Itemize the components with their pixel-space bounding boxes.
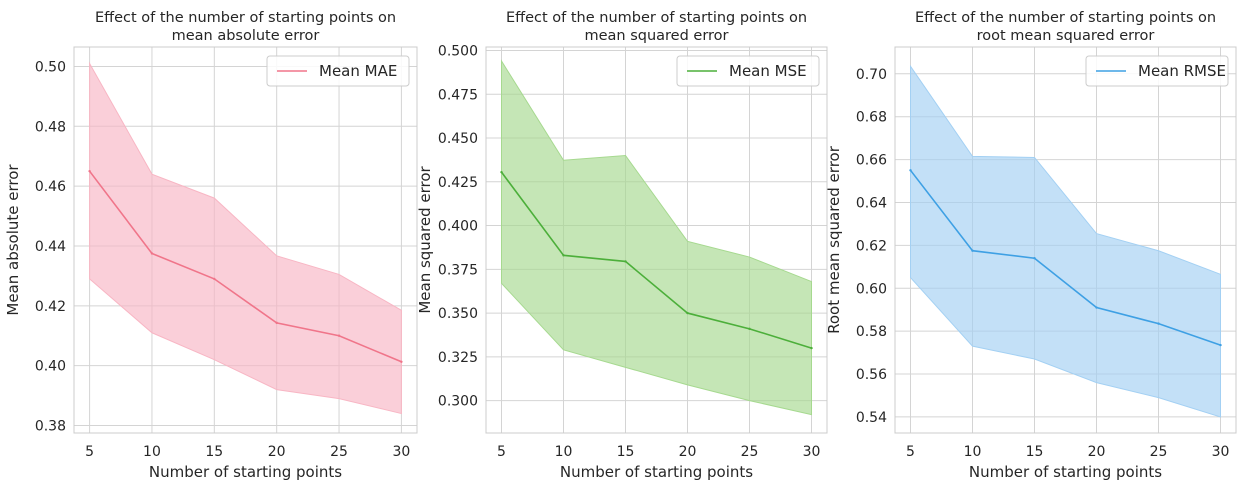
x-axis-label: Number of starting points [149, 463, 342, 481]
data-point [624, 260, 627, 263]
chart-title-line: mean absolute error [172, 28, 320, 44]
confidence-band [501, 59, 812, 416]
x-tick-label: 10 [555, 444, 573, 460]
axes-frame [894, 46, 1237, 434]
y-tick-label: 0.46 [35, 179, 66, 195]
y-tick-label: 0.450 [438, 131, 478, 147]
y-tick-label: 0.48 [35, 119, 66, 135]
y-axis-label: Root mean squared error [825, 145, 843, 334]
data-point [909, 169, 912, 172]
y-tick-label: 0.68 [856, 110, 887, 126]
chart-panel-1: 5 10 15 20 25 30 0.38 0.40 0.42 0.44 0.46 0.48 0.50 M… [4, 10, 418, 481]
legend-box [266, 55, 410, 87]
x-tick-label: 10 [964, 444, 982, 460]
legend-label: Mean RMSE [1138, 62, 1226, 80]
data-point [1095, 306, 1098, 309]
y-tick-label: 0.44 [35, 239, 66, 255]
y-axis-label: Mean absolute error [4, 164, 22, 316]
data-point [1219, 343, 1222, 347]
y-axis-label: Mean squared error [416, 165, 434, 313]
legend-box [676, 55, 820, 87]
y-tick-label: 0.375 [438, 262, 478, 278]
confidence-band [910, 64, 1221, 418]
axes-frame [485, 46, 828, 434]
y-tick-label: 0.475 [438, 87, 478, 103]
x-tick-label: 20 [679, 444, 697, 460]
y-tick-label: 0.50 [35, 59, 66, 75]
y-tick-label: 0.56 [856, 367, 887, 383]
y-tick-label: 0.38 [35, 419, 66, 435]
data-point [1157, 322, 1160, 325]
chart-panel-2: 5 10 15 20 25 30 0.300 0.325 0.350 0.375 0.400 0.42… [416, 10, 828, 481]
data-point [686, 311, 689, 315]
data-point [500, 170, 503, 174]
y-tick-label: 0.62 [856, 238, 887, 254]
chart-title-line: root mean squared error [977, 28, 1155, 44]
x-tick-label: 30 [392, 444, 410, 460]
y-tick-label: 0.66 [856, 153, 887, 169]
chart-title-line: Effect of the number of starting points … [915, 10, 1216, 26]
y-tick-label: 0.60 [856, 281, 887, 297]
legend: Mean MAE [266, 55, 410, 87]
data-point [1033, 257, 1036, 260]
y-tick-label: 0.42 [35, 299, 66, 315]
legend-label: Mean MAE [319, 62, 397, 80]
legend-box [1085, 55, 1229, 87]
data-point [748, 327, 751, 331]
y-tick-label: 0.40 [35, 359, 66, 375]
chart-title-line: Effect of the number of starting points … [506, 10, 807, 26]
data-point [150, 252, 154, 255]
y-tick-label: 0.58 [856, 324, 887, 340]
axes-frame [73, 46, 418, 434]
data-point [810, 346, 813, 350]
x-tick-label: 30 [1212, 444, 1230, 460]
x-tick-label: 25 [330, 444, 348, 460]
data-point [88, 169, 91, 173]
x-tick-label: 5 [906, 444, 915, 460]
y-tick-label: 0.425 [438, 175, 478, 191]
legend: Mean RMSE [1085, 55, 1229, 87]
x-tick-label: 15 [205, 444, 223, 460]
chart-panel-3: 5 10 15 20 25 30 0.54 0.56 0.58 0.60 0.62 0.64 0.66 0… [825, 10, 1237, 481]
y-tick-label: 0.350 [438, 306, 478, 322]
x-axis-label: Number of starting points [969, 463, 1162, 481]
y-tick-label: 0.54 [856, 410, 887, 426]
data-point [562, 254, 565, 257]
data-point [400, 360, 403, 363]
x-tick-label: 30 [803, 444, 821, 460]
data-point [337, 334, 341, 337]
x-tick-label: 20 [268, 444, 286, 460]
y-tick-label: 0.64 [856, 195, 887, 211]
y-tick-label: 0.300 [438, 394, 478, 410]
confidence-band [89, 61, 402, 415]
x-tick-label: 5 [85, 444, 94, 460]
data-point [971, 249, 974, 252]
series-line [909, 169, 1221, 346]
y-tick-label: 0.500 [438, 44, 478, 60]
legend: Mean MSE [676, 55, 820, 87]
chart-title-line: mean squared error [584, 28, 728, 44]
x-tick-label: 25 [741, 444, 759, 460]
legend-label: Mean MSE [729, 62, 807, 80]
series-line [88, 170, 402, 363]
x-tick-label: 25 [1150, 444, 1168, 460]
x-tick-label: 10 [143, 444, 161, 460]
data-point [275, 321, 278, 325]
x-tick-label: 15 [617, 444, 635, 460]
series-line [500, 171, 812, 349]
y-tick-label: 0.325 [438, 350, 478, 366]
x-tick-label: 15 [1026, 444, 1044, 460]
chart-title-line: Effect of the number of starting points … [95, 10, 396, 26]
y-tick-label: 0.70 [856, 67, 887, 83]
y-tick-label: 0.400 [438, 219, 478, 235]
x-tick-label: 20 [1088, 444, 1106, 460]
data-point [213, 277, 216, 281]
x-tick-label: 5 [497, 444, 506, 460]
x-axis-label: Number of starting points [560, 463, 753, 481]
